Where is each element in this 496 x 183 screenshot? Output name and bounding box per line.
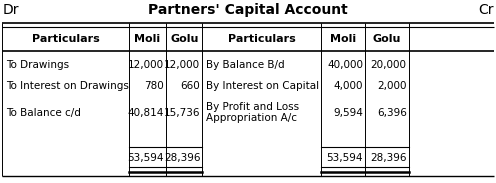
Text: Dr: Dr: [2, 3, 19, 17]
Text: To Balance c/d: To Balance c/d: [6, 108, 81, 117]
Text: 4,000: 4,000: [334, 81, 363, 91]
Text: By Balance B/d: By Balance B/d: [206, 60, 285, 70]
Text: 53,594: 53,594: [326, 153, 363, 163]
Text: 40,000: 40,000: [327, 60, 363, 70]
Text: By Interest on Capital: By Interest on Capital: [206, 81, 319, 91]
Text: Particulars: Particulars: [32, 34, 100, 44]
Text: Golu: Golu: [372, 34, 401, 44]
Text: 28,396: 28,396: [370, 153, 407, 163]
Text: 660: 660: [181, 81, 200, 91]
Text: 20,000: 20,000: [371, 60, 407, 70]
Text: Moli: Moli: [134, 34, 161, 44]
Text: Appropriation A/c: Appropriation A/c: [206, 113, 297, 124]
Text: 9,594: 9,594: [333, 108, 363, 117]
Text: Moli: Moli: [330, 34, 356, 44]
Text: Golu: Golu: [170, 34, 198, 44]
Text: 2,000: 2,000: [377, 81, 407, 91]
Text: 53,594: 53,594: [127, 153, 164, 163]
Text: 780: 780: [144, 81, 164, 91]
Text: By Profit and Loss: By Profit and Loss: [206, 102, 299, 112]
Text: 15,736: 15,736: [164, 108, 200, 117]
Text: 12,000: 12,000: [128, 60, 164, 70]
Text: 12,000: 12,000: [164, 60, 200, 70]
Text: 28,396: 28,396: [164, 153, 200, 163]
Text: Cr: Cr: [478, 3, 494, 17]
Text: Partners' Capital Account: Partners' Capital Account: [148, 3, 348, 17]
Text: 6,396: 6,396: [377, 108, 407, 117]
Text: To Drawings: To Drawings: [6, 60, 69, 70]
Text: To Interest on Drawings: To Interest on Drawings: [6, 81, 129, 91]
Text: Particulars: Particulars: [228, 34, 296, 44]
Text: 40,814: 40,814: [128, 108, 164, 117]
